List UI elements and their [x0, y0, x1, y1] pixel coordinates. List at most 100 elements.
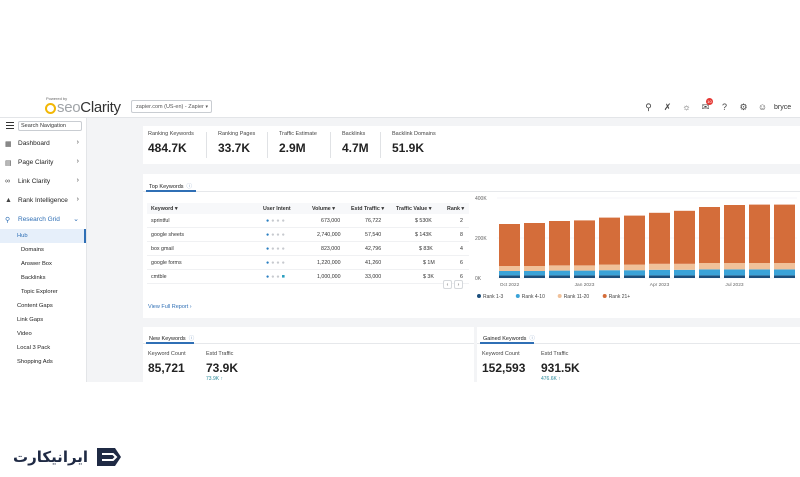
megaphone-icon[interactable]: ✉ 10 — [701, 98, 713, 112]
seoclarity-logo[interactable]: Powered by seoClarity — [44, 96, 128, 118]
chevron-right-icon: › — [76, 158, 79, 165]
info-icon[interactable]: ⓘ — [529, 336, 535, 342]
sidebar-item-dashboard[interactable]: ▦ Dashboard › — [0, 134, 86, 153]
cell-traffic: 42,796 — [365, 246, 382, 252]
sidebar-subitem-domains[interactable]: Domains — [21, 247, 44, 253]
table-row[interactable]: cmtble ● ● ● ■ 1,000,000 33,000 $ 3K 6 — [147, 270, 469, 284]
bar-segment — [674, 210, 695, 264]
gear-icon[interactable]: ⚙ — [739, 101, 748, 112]
bar-segment — [724, 269, 745, 276]
cell-volume: 1,220,000 — [317, 260, 341, 266]
cell-value: $ 83K — [419, 246, 433, 252]
sidebar-subitem-shopping-ads[interactable]: Shopping Ads — [17, 359, 53, 365]
cell-keyword[interactable]: box gmail — [151, 246, 174, 252]
cell-rank: 4 — [460, 246, 463, 252]
iranicard-logo-icon — [97, 448, 122, 466]
intent-icons: ● ● ● ● — [266, 232, 285, 238]
sidebar-item-page-clarity[interactable]: ▤ Page Clarity › — [0, 153, 86, 172]
hamburger-menu-icon[interactable] — [6, 122, 14, 129]
chevron-right-icon: › — [76, 177, 79, 184]
metric-ranking-keywords: Ranking Keywords 484.7K — [148, 131, 194, 155]
table-row[interactable]: box gmail ● ● ● ● 823,000 42,796 $ 83K 4 — [147, 242, 469, 256]
intent-icons: ● ● ● ■ — [266, 274, 285, 280]
gained-keywords-card: Gained Keywords ⓘ Keyword Count 152,593 E… — [477, 327, 800, 382]
sidebar-item-research-grid[interactable]: ⚲ Research Grid ⌄ — [0, 210, 86, 229]
cell-volume: 673,000 — [321, 218, 341, 224]
divider — [206, 132, 207, 158]
chevron-right-icon: › — [76, 139, 79, 146]
cell-keyword[interactable]: sprintful — [151, 218, 170, 224]
sidebar-subitem-answer-box[interactable]: Answer Box — [21, 261, 52, 267]
notification-badge: 10 — [706, 98, 713, 105]
bar-segment — [624, 264, 645, 271]
tab-top-keywords[interactable]: Top Keywords ⓘ — [149, 182, 192, 190]
bar-segment — [749, 275, 770, 278]
user-icon[interactable]: ☺ — [757, 102, 768, 112]
table-row[interactable]: google sheets ● ● ● ● 2,740,000 57,540 $ 14… — [147, 228, 469, 242]
traffic-delta: 476.6K ↑ — [541, 376, 561, 382]
column-header-volume[interactable]: Volume ▾ — [312, 206, 335, 212]
tab-new-keywords[interactable]: New Keywords ⓘ — [149, 334, 194, 342]
bar-segment — [774, 275, 795, 278]
bar-segment — [549, 221, 570, 266]
lightbulb-icon[interactable]: ☼ — [682, 102, 691, 112]
sidebar-subitem-local-3-pack[interactable]: Local 3 Pack — [17, 345, 51, 351]
bar-segment — [499, 275, 520, 278]
table-row[interactable]: sprintful ● ● ● ● 673,000 76,722 $ 530K 2 — [147, 214, 469, 228]
bar-segment — [599, 275, 620, 278]
y-tick-label: 0K — [475, 276, 482, 282]
help-icon[interactable]: ? — [721, 102, 727, 112]
cell-volume: 823,000 — [321, 246, 341, 252]
chevron-right-icon[interactable]: › — [454, 280, 463, 289]
sidebar-subitem-link-gaps[interactable]: Link Gaps — [17, 317, 44, 323]
info-icon[interactable]: ⓘ — [186, 184, 193, 190]
metric-backlinks: Backlinks 4.7M — [342, 131, 369, 155]
bar-segment — [649, 212, 670, 264]
tab-gained-keywords[interactable]: Gained Keywords ⓘ — [483, 334, 535, 342]
cell-keyword[interactable]: cmtble — [151, 274, 167, 280]
chevron-left-icon[interactable]: ‹ — [443, 280, 452, 289]
column-header-traffic-value[interactable]: Traffic Value ▾ — [396, 206, 432, 212]
bar-segment — [599, 264, 620, 271]
navigation-search-input[interactable]: Search Navigation — [18, 121, 82, 131]
column-header-estd-traffic[interactable]: Estd Traffic ▾ — [351, 206, 384, 212]
divider — [330, 132, 331, 158]
sidebar-item-rank-intelligence[interactable]: ▲ Rank Intelligence › — [0, 191, 86, 210]
sidebar-subitem-video[interactable]: Video — [17, 331, 32, 337]
sidebar-subitem-topic-explorer[interactable]: Topic Explorer — [21, 289, 58, 295]
cell-keyword[interactable]: google sheets — [151, 232, 184, 238]
column-header-keyword[interactable]: Keyword ▾ — [151, 206, 178, 212]
legend-label: Rank 11-20 — [564, 294, 590, 300]
column-header-rank[interactable]: Rank ▾ — [447, 206, 465, 212]
user-name[interactable]: bryce — [774, 103, 792, 111]
tab-label: New Keywords — [149, 336, 186, 342]
bar-segment — [599, 217, 620, 265]
table-header: Keyword ▾ User Intent Volume ▾ Estd Traf… — [147, 203, 469, 214]
site-selector[interactable]: zapier.com (US-en) - Zapier ▾ — [131, 100, 212, 113]
sidebar-subitem-hub[interactable]: Hub — [0, 229, 86, 243]
info-icon[interactable]: ⓘ — [188, 336, 195, 342]
sidebar-subitem-backlinks[interactable]: Backlinks — [21, 275, 46, 281]
metric-value: 33.7K — [218, 141, 251, 155]
sidebar-item-label: Dashboard — [18, 140, 50, 147]
view-full-report-link[interactable]: View Full Report › — [148, 304, 192, 310]
top-icons: ⚲ ✗ ☼ ✉ 10 ? ⚙ ☺ bryce — [639, 96, 800, 118]
legend-swatch — [557, 294, 562, 298]
bar-segment — [749, 263, 770, 270]
cell-keyword[interactable]: google forms — [151, 260, 182, 266]
search-icon[interactable]: ⚲ — [645, 101, 652, 112]
table-row[interactable]: google forms ● ● ● ● 1,220,000 41,260 $ 1M … — [147, 256, 469, 270]
tools-icon[interactable]: ✗ — [663, 101, 672, 112]
top-keywords-table: Keyword ▾ User Intent Volume ▾ Estd Traf… — [147, 203, 469, 284]
cell-value: $ 3K — [423, 274, 434, 280]
sidebar-item-link-clarity[interactable]: ∞ Link Clarity › — [0, 172, 86, 191]
bar-segment — [574, 265, 595, 271]
legend-label: Rank 1-3 — [483, 294, 504, 300]
keyword-count-value: 152,593 — [482, 361, 526, 375]
y-tick-label: 400K — [475, 196, 487, 202]
keyword-count-value: 85,721 — [148, 361, 185, 375]
cell-traffic: 41,260 — [365, 260, 382, 266]
sidebar-subitem-content-gaps[interactable]: Content Gaps — [17, 303, 53, 309]
bar-segment — [674, 269, 695, 276]
divider — [380, 132, 381, 158]
